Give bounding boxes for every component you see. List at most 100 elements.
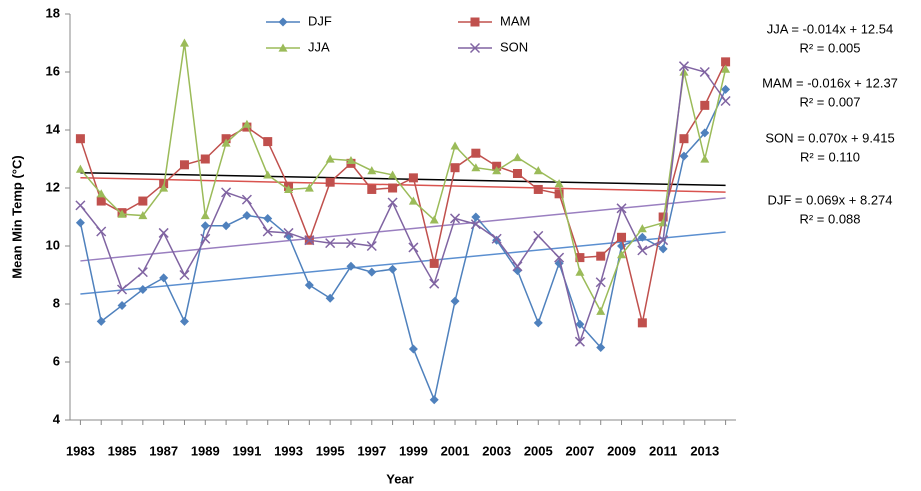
point	[117, 209, 127, 218]
point	[158, 227, 169, 238]
legend-label: SON	[500, 39, 528, 54]
point	[575, 253, 585, 263]
point	[325, 238, 336, 249]
point	[429, 278, 440, 289]
point	[75, 134, 85, 144]
point	[179, 316, 189, 326]
point	[284, 184, 294, 194]
point	[575, 267, 585, 276]
point	[512, 169, 522, 178]
point	[429, 215, 439, 224]
x-tick-label: 2005	[524, 443, 553, 458]
point	[450, 141, 460, 150]
point	[304, 280, 314, 290]
point	[450, 213, 461, 224]
point	[388, 183, 398, 193]
point	[388, 170, 398, 179]
trend-r2: R² = 0.110	[800, 149, 860, 164]
point	[408, 173, 418, 183]
point	[96, 189, 106, 198]
point	[533, 230, 544, 241]
point	[200, 211, 210, 220]
point	[96, 196, 106, 206]
point	[408, 344, 418, 354]
point	[221, 138, 231, 147]
x-tick-label: 2003	[482, 443, 511, 458]
point	[137, 267, 148, 278]
point	[367, 166, 377, 175]
point	[678, 61, 689, 72]
point	[263, 137, 273, 147]
point	[304, 235, 315, 246]
y-tick-label: 8	[53, 295, 60, 310]
point	[346, 261, 356, 271]
point	[200, 233, 211, 244]
point	[221, 221, 231, 231]
point	[262, 226, 273, 237]
y-axis-title: Mean Min Temp (°C)	[9, 155, 24, 278]
point	[242, 119, 252, 128]
point	[492, 166, 502, 175]
trend-r2: R² = 0.007	[799, 94, 860, 109]
point	[96, 226, 107, 237]
y-tick-label: 6	[53, 353, 60, 368]
point	[346, 155, 356, 165]
point	[637, 224, 647, 233]
point	[679, 134, 689, 144]
y-tick-label: 16	[46, 63, 60, 78]
point	[75, 200, 86, 211]
point	[679, 151, 689, 161]
trendline	[80, 197, 726, 262]
point	[138, 285, 148, 294]
point	[471, 212, 481, 222]
point	[263, 170, 273, 179]
x-tick-label: 1989	[191, 443, 220, 458]
point	[429, 258, 439, 268]
point	[263, 213, 273, 223]
legend-label: MAM	[500, 13, 530, 28]
point	[450, 163, 460, 173]
point	[533, 166, 543, 175]
point	[617, 232, 627, 242]
point	[408, 196, 418, 205]
series-line	[79, 61, 727, 324]
point	[658, 212, 668, 222]
point	[637, 245, 648, 256]
point	[637, 232, 647, 242]
point	[159, 183, 169, 192]
legend-marker	[469, 42, 481, 54]
trendline	[80, 176, 726, 193]
series-line	[79, 65, 727, 345]
trend-r2: R² = 0.005	[799, 40, 860, 55]
point	[450, 296, 460, 306]
point	[596, 306, 606, 315]
trend-r2: R² = 0.088	[799, 211, 860, 226]
trendline	[80, 231, 726, 295]
point	[616, 203, 627, 214]
point	[471, 163, 481, 172]
point	[720, 95, 731, 107]
trend-equation: DJF = 0.069x + 8.274	[767, 192, 892, 207]
point	[512, 153, 522, 162]
point	[96, 316, 106, 326]
point	[200, 221, 210, 231]
x-tick-label: 2001	[441, 443, 470, 458]
point	[533, 184, 543, 194]
point	[658, 244, 668, 254]
point	[470, 219, 481, 230]
point	[721, 57, 731, 67]
x-tick-label: 1999	[399, 443, 428, 458]
point	[138, 211, 148, 220]
point	[637, 318, 647, 328]
point	[117, 300, 127, 310]
point	[721, 64, 731, 73]
point	[200, 154, 210, 164]
legend-label: DJF	[308, 13, 332, 28]
x-tick-label: 1985	[108, 443, 137, 458]
x-tick-label: 2013	[690, 443, 719, 458]
point	[179, 269, 190, 281]
x-tick-label: 1993	[274, 443, 303, 458]
x-axis-title: Year	[386, 471, 413, 486]
point	[179, 38, 189, 47]
point	[242, 211, 252, 221]
